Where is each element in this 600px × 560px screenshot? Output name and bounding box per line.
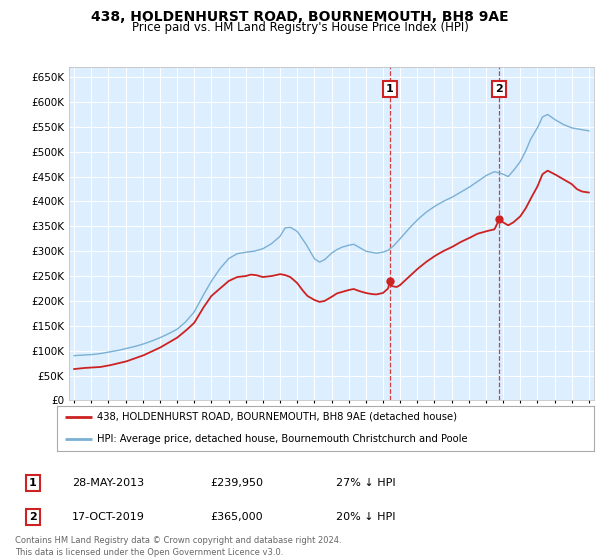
Text: 28-MAY-2013: 28-MAY-2013 (72, 478, 144, 488)
Text: Contains HM Land Registry data © Crown copyright and database right 2024.
This d: Contains HM Land Registry data © Crown c… (15, 536, 341, 557)
Text: 2: 2 (496, 84, 503, 94)
Text: 1: 1 (29, 478, 37, 488)
Text: 20% ↓ HPI: 20% ↓ HPI (336, 512, 395, 522)
Text: 2: 2 (29, 512, 37, 522)
Text: £239,950: £239,950 (210, 478, 263, 488)
Text: 27% ↓ HPI: 27% ↓ HPI (336, 478, 395, 488)
Text: £365,000: £365,000 (210, 512, 263, 522)
Text: Price paid vs. HM Land Registry's House Price Index (HPI): Price paid vs. HM Land Registry's House … (131, 21, 469, 34)
Text: 438, HOLDENHURST ROAD, BOURNEMOUTH, BH8 9AE: 438, HOLDENHURST ROAD, BOURNEMOUTH, BH8 … (91, 10, 509, 24)
Text: 1: 1 (386, 84, 394, 94)
Text: 438, HOLDENHURST ROAD, BOURNEMOUTH, BH8 9AE (detached house): 438, HOLDENHURST ROAD, BOURNEMOUTH, BH8 … (97, 412, 457, 422)
Text: HPI: Average price, detached house, Bournemouth Christchurch and Poole: HPI: Average price, detached house, Bour… (97, 434, 468, 444)
Text: 17-OCT-2019: 17-OCT-2019 (72, 512, 145, 522)
